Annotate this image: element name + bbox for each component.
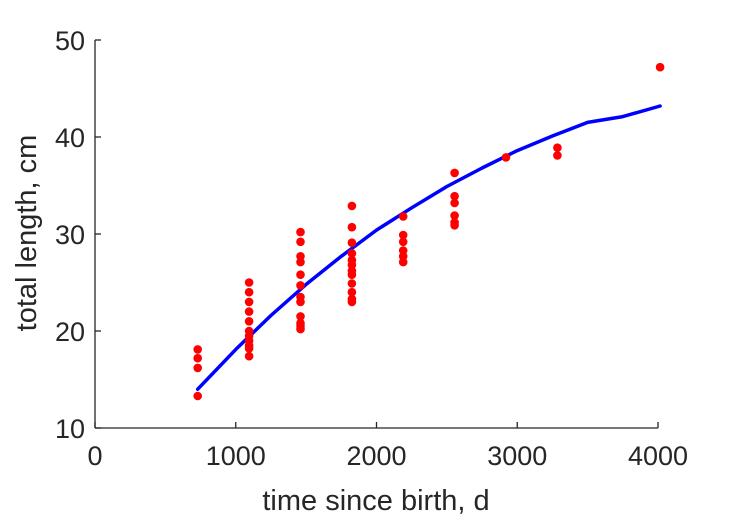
y-axis-label: total length, cm: [11, 135, 43, 332]
y-tick-label: 30: [55, 220, 85, 250]
data-point: [193, 391, 202, 401]
data-point: [398, 257, 408, 267]
fit-curve-group: [195, 104, 662, 391]
data-point: [296, 270, 305, 280]
data-point: [296, 281, 305, 290]
x-axis-label: time since birth, d: [262, 485, 489, 517]
data-point: [296, 312, 305, 321]
data-point: [296, 324, 305, 334]
data-point: [450, 221, 459, 230]
data-point: [244, 344, 254, 353]
data-point: [347, 238, 357, 247]
data-point: [244, 297, 254, 307]
data-point: [296, 227, 305, 237]
data-point: [244, 317, 254, 326]
data-point: [553, 143, 562, 152]
fit-curve: [195, 104, 662, 391]
data-point: [296, 257, 305, 267]
data-point: [347, 279, 357, 288]
data-point: [398, 237, 408, 247]
data-point: [244, 351, 254, 361]
data-point: [450, 198, 459, 208]
tick-labels: 0 1000 2000 3000 4000 10 20 30 40 50: [55, 26, 688, 471]
data-point: [193, 353, 202, 363]
data-point: [398, 212, 408, 221]
y-tick-label: 20: [55, 317, 85, 347]
data-point: [296, 297, 305, 307]
data-point: [244, 287, 254, 297]
x-tick-label: 1000: [206, 441, 266, 471]
data-point: [347, 201, 357, 211]
x-tick-label: 4000: [628, 441, 688, 471]
x-tick-label: 2000: [346, 441, 406, 471]
y-tick-label: 10: [55, 414, 85, 444]
data-points: [193, 62, 665, 401]
data-point: [244, 307, 254, 316]
data-point: [347, 249, 357, 258]
data-point: [347, 287, 357, 297]
data-point: [347, 260, 357, 270]
data-point: [193, 363, 202, 373]
data-point: [347, 297, 357, 307]
data-point: [193, 345, 202, 354]
axes: [94, 39, 659, 429]
data-point: [244, 278, 254, 287]
data-point: [296, 237, 305, 247]
data-point: [450, 168, 459, 178]
y-tick-label: 50: [55, 26, 85, 56]
data-point: [347, 222, 357, 232]
data-point: [655, 62, 665, 72]
x-tick-label: 0: [87, 441, 102, 471]
data-point: [347, 270, 357, 280]
y-tick-label: 40: [55, 123, 85, 153]
data-point: [501, 153, 511, 162]
data-point: [553, 151, 562, 160]
data-point: [450, 211, 459, 220]
x-tick-label: 3000: [487, 441, 547, 471]
data-point: [450, 191, 459, 201]
data-point: [398, 230, 408, 240]
